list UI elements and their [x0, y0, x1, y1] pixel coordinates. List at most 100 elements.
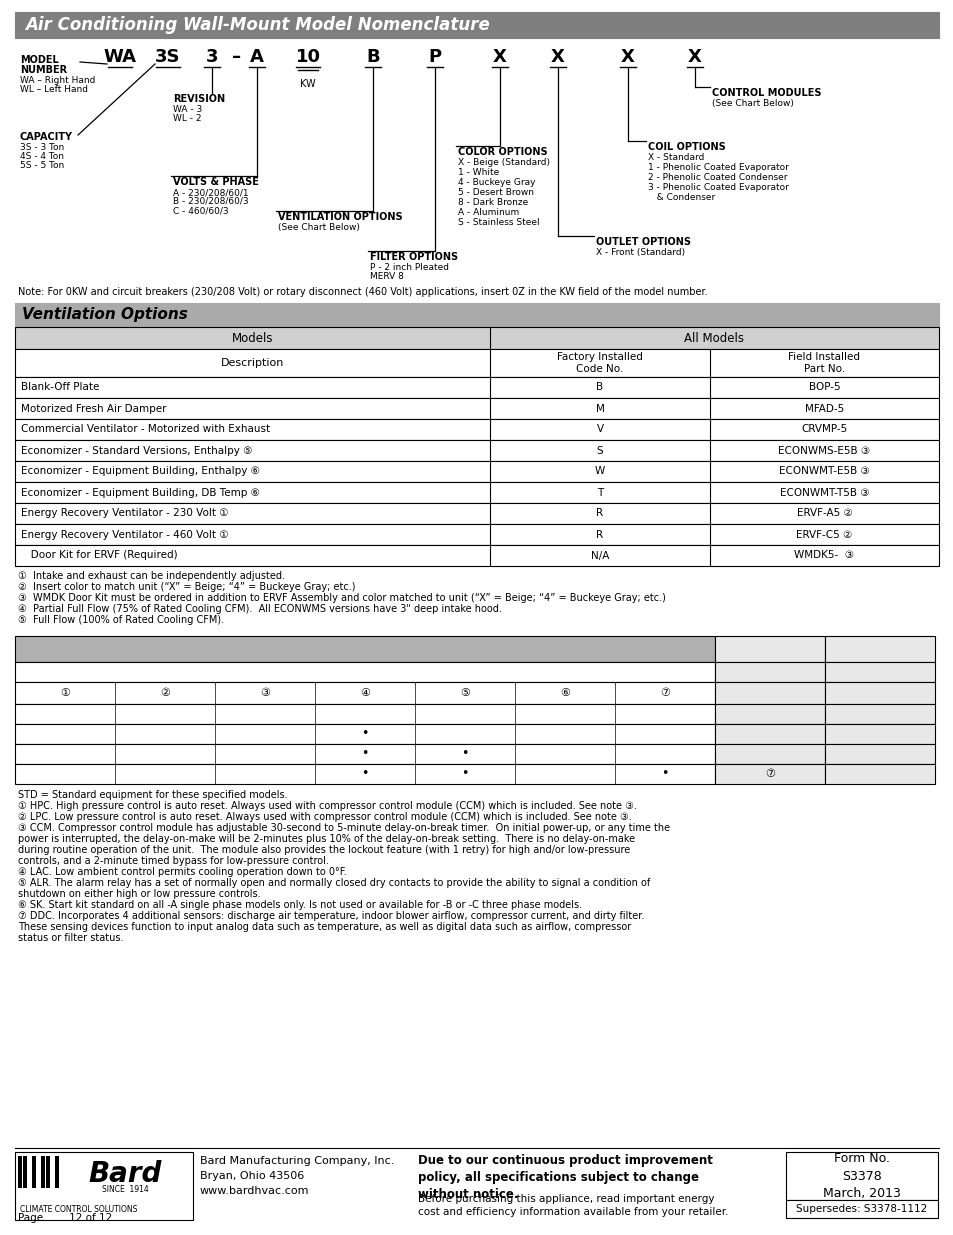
Text: A - 230/208/60/1: A - 230/208/60/1	[172, 188, 249, 198]
Text: •: •	[361, 727, 368, 741]
Bar	[15, 636, 714, 662]
Text: KW: KW	[300, 79, 315, 89]
Text: REVISION: REVISION	[172, 94, 225, 104]
Text: 10: 10	[295, 48, 320, 65]
Text: Air Conditioning Wall-Mount Model Nomenclature: Air Conditioning Wall-Mount Model Nomenc…	[25, 16, 489, 35]
Bar	[18, 1156, 22, 1188]
Text: Before purchasing this appliance, read important energy
cost and efficiency info: Before purchasing this appliance, read i…	[417, 1194, 728, 1218]
Bar	[15, 682, 714, 704]
Text: B - 230/208/60/3: B - 230/208/60/3	[172, 198, 249, 206]
Text: Energy Recovery Ventilator - 460 Volt ①: Energy Recovery Ventilator - 460 Volt ①	[21, 530, 229, 540]
Text: –: –	[233, 48, 241, 65]
Text: ⑦: ⑦	[659, 688, 669, 698]
Text: ③: ③	[260, 688, 270, 698]
Bar	[714, 724, 824, 743]
Text: BOP-5: BOP-5	[808, 383, 840, 393]
Text: shutdown on either high or low pressure controls.: shutdown on either high or low pressure …	[18, 889, 260, 899]
Text: MFAD-5: MFAD-5	[804, 404, 843, 414]
Text: ⑥ SK. Start kit standard on all -A single phase models only. Is not used or avai: ⑥ SK. Start kit standard on all -A singl…	[18, 900, 581, 910]
Text: 8 - Dark Bronze: 8 - Dark Bronze	[457, 198, 528, 207]
Text: 4S - 4 Ton: 4S - 4 Ton	[20, 152, 64, 161]
Text: WA - 3: WA - 3	[172, 105, 202, 114]
Bar	[824, 636, 934, 662]
Bar	[41, 1156, 45, 1188]
Text: P - 2 inch Pleated: P - 2 inch Pleated	[370, 263, 449, 272]
Text: 3 - Phenolic Coated Evaporator: 3 - Phenolic Coated Evaporator	[647, 183, 788, 191]
Text: ①  Intake and exhaust can be independently adjusted.: ① Intake and exhaust can be independentl…	[18, 571, 285, 580]
Text: These sensing devices function to input analog data such as temperature, as well: These sensing devices function to input …	[18, 923, 631, 932]
Text: 1 - Phenolic Coated Evaporator: 1 - Phenolic Coated Evaporator	[647, 163, 788, 172]
Text: ②: ②	[160, 688, 170, 698]
Text: Ventilation Options: Ventilation Options	[22, 308, 188, 322]
Bar	[46, 1156, 50, 1188]
Bar	[15, 12, 938, 38]
Bar	[714, 662, 824, 682]
Text: power is interrupted, the delay-on-make will be 2-minutes plus 10% of the delay-: power is interrupted, the delay-on-make …	[18, 834, 635, 844]
Bar	[824, 682, 934, 704]
Text: •: •	[660, 767, 668, 781]
Text: 5 - Desert Brown: 5 - Desert Brown	[457, 188, 534, 198]
Bar	[15, 524, 938, 545]
Text: R: R	[596, 509, 603, 519]
Bar	[51, 1156, 54, 1188]
Text: during routine operation of the unit.  The module also provides the lockout feat: during routine operation of the unit. Th…	[18, 845, 630, 855]
Text: ECONWMS-E5B ③: ECONWMS-E5B ③	[778, 446, 870, 456]
Text: SINCE  1914: SINCE 1914	[102, 1186, 149, 1194]
Bar	[785, 1152, 937, 1200]
Text: ② LPC. Low pressure control is auto reset. Always used with compressor control m: ② LPC. Low pressure control is auto rese…	[18, 811, 631, 823]
Bar	[15, 724, 714, 743]
Bar	[714, 743, 824, 764]
Text: Due to our continuous product improvement
policy, all specifications subject to : Due to our continuous product improvemen…	[417, 1153, 712, 1200]
Text: CONTROL MODULES: CONTROL MODULES	[711, 88, 821, 98]
Text: ⑤: ⑤	[459, 688, 470, 698]
Text: FILTER OPTIONS: FILTER OPTIONS	[370, 252, 457, 262]
Text: X - Standard: X - Standard	[647, 153, 703, 162]
Text: X: X	[620, 48, 635, 65]
Text: MERV 8: MERV 8	[370, 272, 403, 282]
Text: WA – Right Hand: WA – Right Hand	[20, 77, 95, 85]
Bar	[15, 545, 938, 566]
Text: ① HPC. High pressure control is auto reset. Always used with compressor control : ① HPC. High pressure control is auto res…	[18, 802, 637, 811]
Text: CLIMATE CONTROL SOLUTIONS: CLIMATE CONTROL SOLUTIONS	[20, 1205, 137, 1214]
Bar	[15, 461, 938, 482]
Text: ⑦: ⑦	[764, 769, 774, 779]
Bar	[824, 743, 934, 764]
Bar	[824, 724, 934, 743]
Bar	[15, 704, 714, 724]
Bar	[32, 1156, 36, 1188]
Bar	[15, 327, 938, 350]
Text: ⑥: ⑥	[559, 688, 569, 698]
Text: B: B	[366, 48, 379, 65]
Text: B: B	[596, 383, 603, 393]
Text: All Models: All Models	[684, 331, 743, 345]
Text: & Condenser: & Condenser	[647, 193, 715, 203]
Text: V: V	[596, 425, 603, 435]
Text: 4 - Buckeye Gray: 4 - Buckeye Gray	[457, 178, 535, 186]
Bar	[15, 350, 938, 377]
Text: controls, and a 2-minute timed bypass for low-pressure control.: controls, and a 2-minute timed bypass fo…	[18, 856, 329, 866]
Bar	[714, 682, 824, 704]
Bar	[15, 419, 938, 440]
Text: T: T	[597, 488, 602, 498]
Bar	[824, 704, 934, 724]
Text: 1 - White: 1 - White	[457, 168, 498, 177]
Bar	[15, 440, 938, 461]
Text: Energy Recovery Ventilator - 230 Volt ①: Energy Recovery Ventilator - 230 Volt ①	[21, 509, 229, 519]
Text: 3S - 3 Ton: 3S - 3 Ton	[20, 143, 64, 152]
Text: Factory Installed
Code No.: Factory Installed Code No.	[557, 352, 642, 374]
Text: •: •	[461, 767, 468, 781]
Text: C - 460/60/3: C - 460/60/3	[172, 206, 229, 215]
Text: ⑦ DDC. Incorporates 4 additional sensors: discharge air temperature, indoor blow: ⑦ DDC. Incorporates 4 additional sensors…	[18, 911, 643, 921]
Text: NUMBER: NUMBER	[20, 65, 67, 75]
Text: Description: Description	[220, 358, 284, 368]
Bar	[824, 662, 934, 682]
Text: Blank-Off Plate: Blank-Off Plate	[21, 383, 99, 393]
Text: S - Stainless Steel: S - Stainless Steel	[457, 219, 539, 227]
Text: OUTLET OPTIONS: OUTLET OPTIONS	[596, 237, 690, 247]
Bar	[28, 1156, 30, 1188]
Bar	[15, 503, 938, 524]
Text: MODEL: MODEL	[20, 56, 59, 65]
Text: •: •	[361, 747, 368, 761]
Text: Bard: Bard	[89, 1160, 161, 1188]
Text: STD = Standard equipment for these specified models.: STD = Standard equipment for these speci…	[18, 790, 287, 800]
